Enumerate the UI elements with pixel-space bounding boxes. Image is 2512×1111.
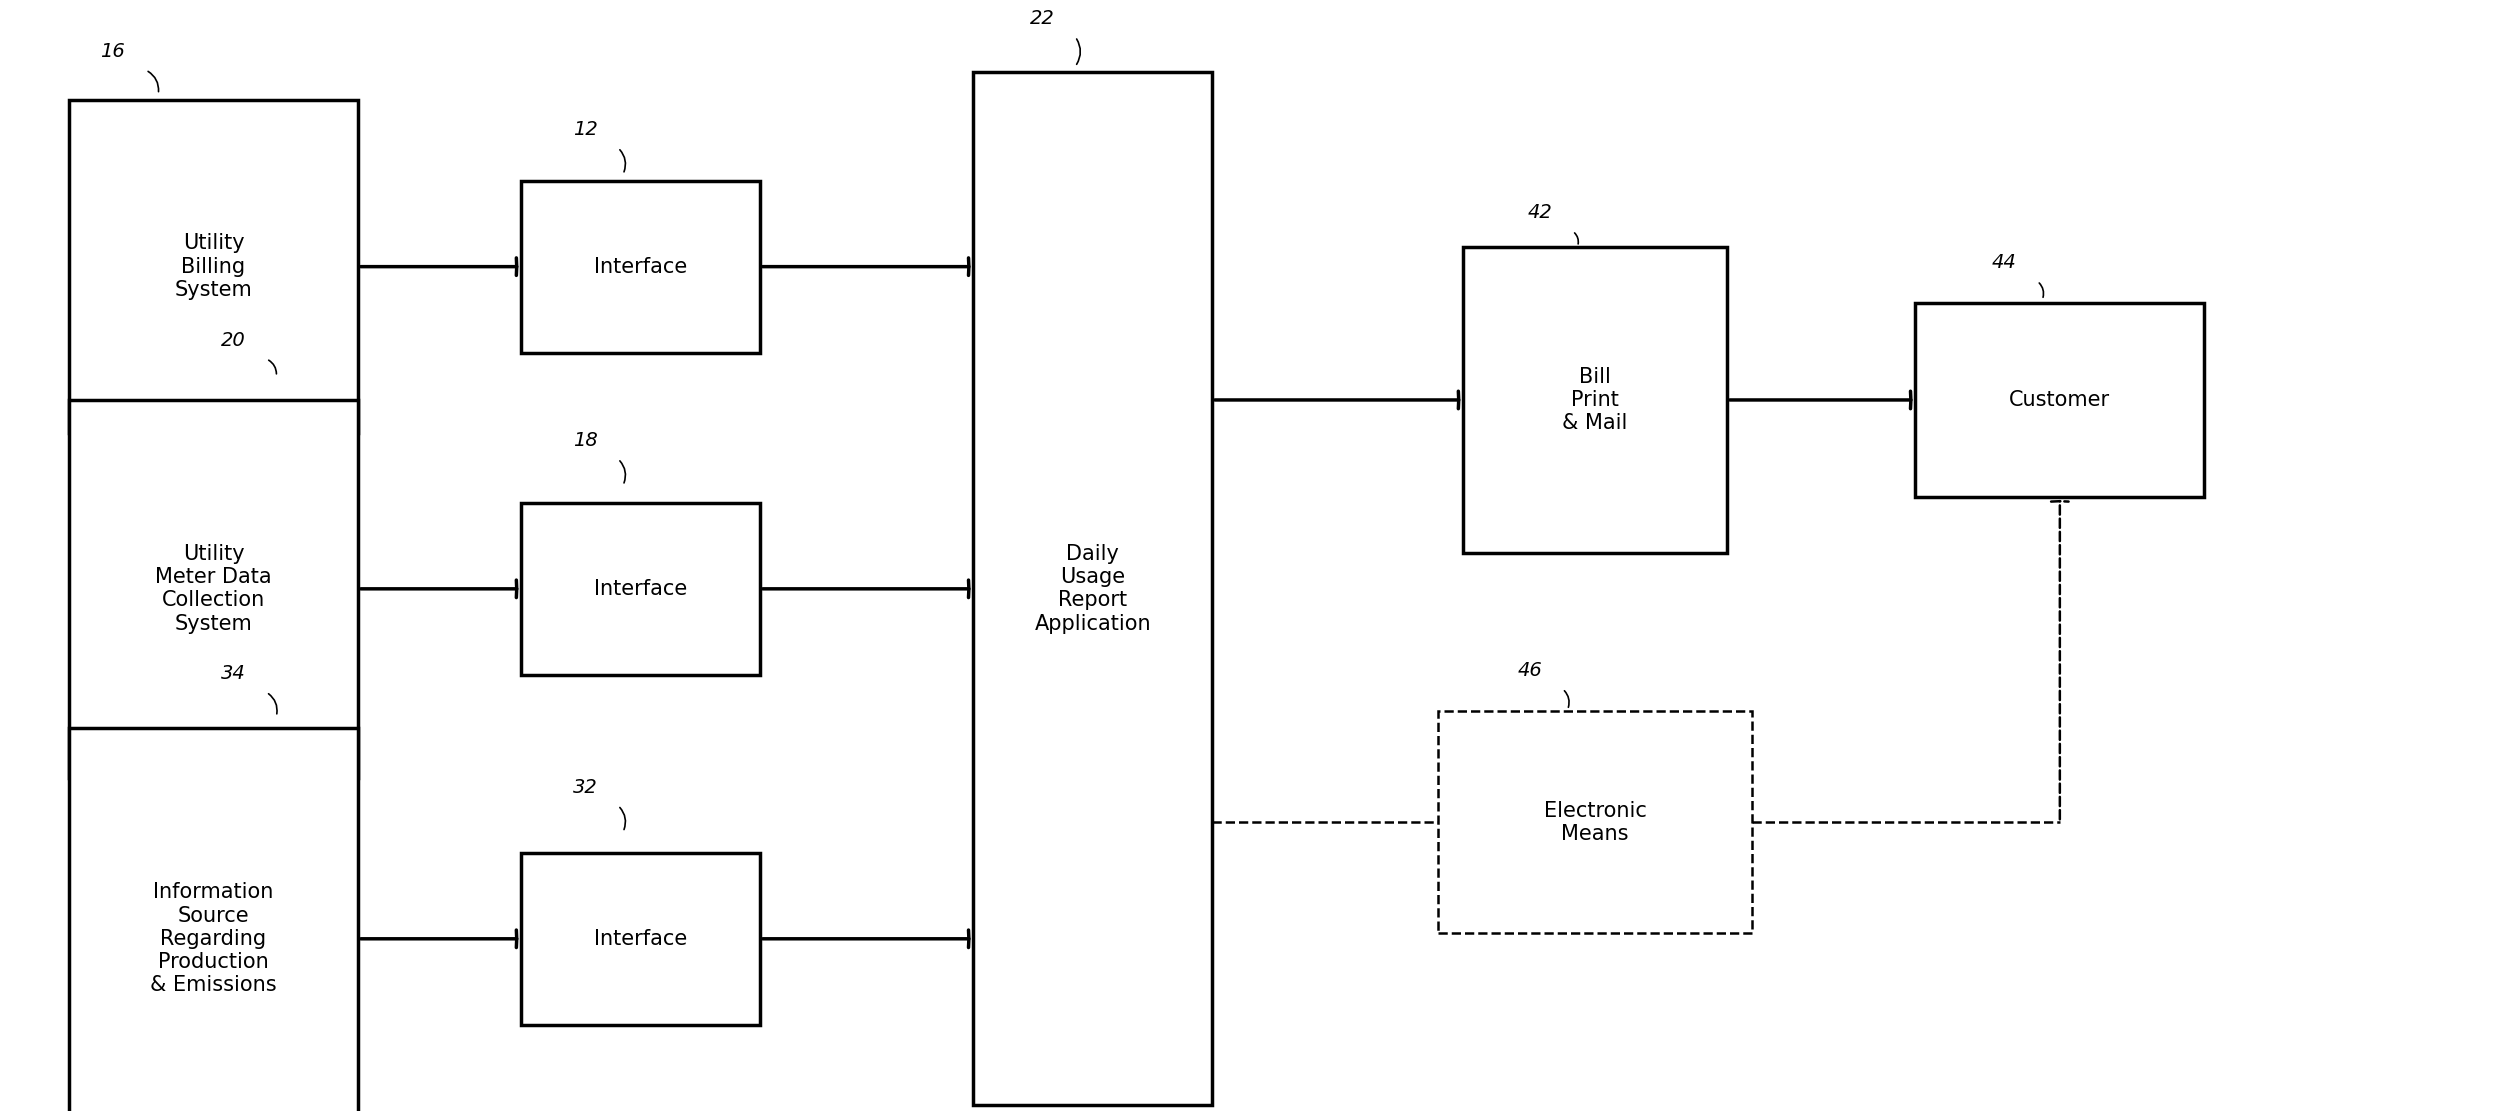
Text: Utility
Billing
System: Utility Billing System — [176, 233, 251, 300]
Text: 20: 20 — [221, 331, 246, 350]
Text: 18: 18 — [573, 431, 598, 450]
Text: 16: 16 — [100, 42, 126, 61]
Text: Interface: Interface — [593, 579, 688, 599]
Text: 22: 22 — [1030, 9, 1055, 28]
Text: 46: 46 — [1517, 661, 1542, 680]
Bar — [522, 180, 759, 353]
Bar — [70, 100, 359, 433]
Text: Customer: Customer — [2010, 390, 2110, 410]
Text: Utility
Meter Data
Collection
System: Utility Meter Data Collection System — [156, 544, 271, 633]
Bar — [1462, 248, 1728, 553]
Text: 32: 32 — [573, 778, 598, 797]
Text: 44: 44 — [1992, 253, 2017, 272]
Text: Information
Source
Regarding
Production
& Emissions: Information Source Regarding Production … — [151, 882, 276, 995]
Text: 12: 12 — [573, 120, 598, 139]
Bar — [1914, 302, 2206, 498]
Text: Electronic
Means: Electronic Means — [1545, 801, 1645, 843]
Bar — [70, 400, 359, 778]
Text: 42: 42 — [1527, 203, 1552, 222]
Text: Daily
Usage
Report
Application: Daily Usage Report Application — [1035, 544, 1150, 633]
Bar — [975, 72, 1211, 1105]
Bar — [70, 728, 359, 1111]
Bar — [522, 853, 759, 1024]
Bar — [1439, 711, 1753, 933]
Text: Bill
Print
& Mail: Bill Print & Mail — [1562, 367, 1628, 433]
Text: Interface: Interface — [593, 929, 688, 949]
Text: Interface: Interface — [593, 257, 688, 277]
Bar — [522, 502, 759, 675]
Text: 34: 34 — [221, 664, 246, 683]
